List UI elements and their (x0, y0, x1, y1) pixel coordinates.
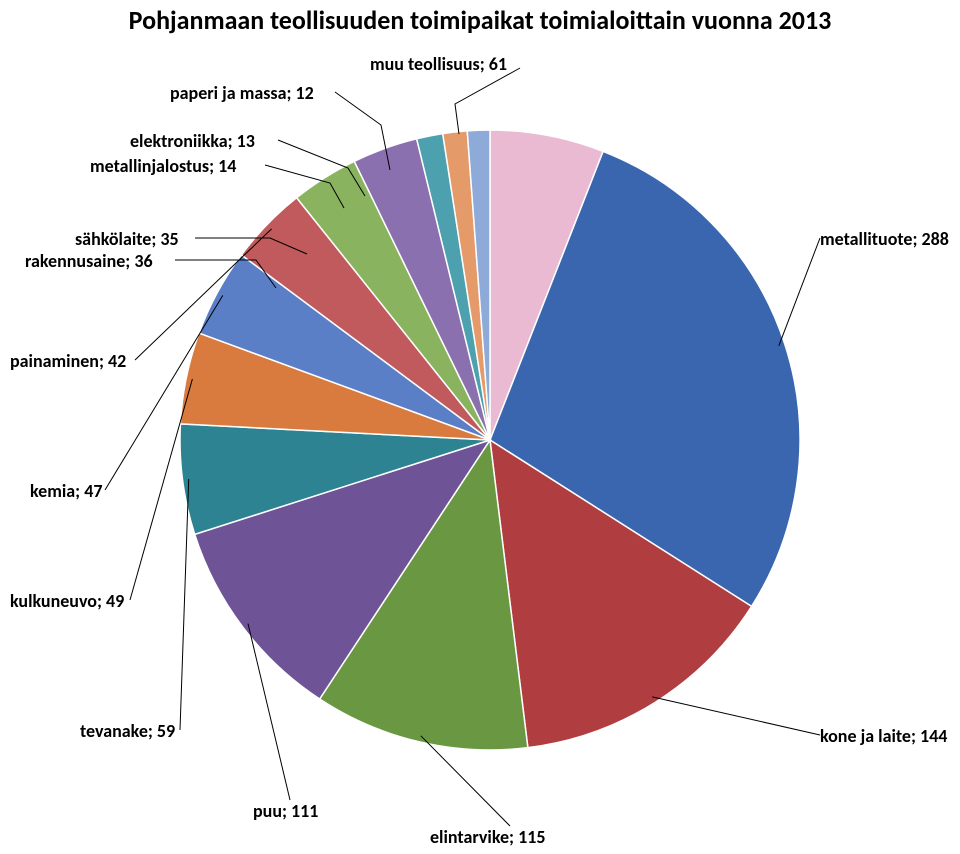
slice-label-tevanake: tevanake; 59 (80, 720, 175, 742)
slice-label-kulkuneuvo: kulkuneuvo; 49 (10, 590, 124, 612)
slice-label-elintarvike: elintarvike; 115 (430, 826, 545, 848)
slice-label-metallinjalostus: metallinjalostus; 14 (90, 155, 236, 177)
slice-label-elektroniikka: elektroniikka; 13 (130, 130, 255, 152)
slice-label-sahkolaite: sähkölaite; 35 (75, 228, 179, 250)
leader-muu_teollisuus (455, 68, 520, 134)
slice-label-kone_ja_laite: kone ja laite; 144 (820, 725, 947, 747)
chart-title: Pohjanmaan teollisuuden toimipaikat toim… (0, 4, 960, 36)
pie-chart (180, 130, 800, 750)
slice-label-painaminen: painaminen; 42 (10, 350, 126, 372)
slice-label-rakennusaine: rakennusaine; 36 (25, 250, 153, 272)
slice-label-kemia: kemia; 47 (30, 480, 102, 502)
slice-label-metallituote: metallituote; 288 (820, 228, 949, 250)
slice-label-puu: puu; 111 (253, 800, 318, 822)
slice-label-muu_teollisuus: muu teollisuus; 61 (370, 53, 507, 75)
slice-label-paperi_ja_massa: paperi ja massa; 12 (170, 82, 314, 104)
